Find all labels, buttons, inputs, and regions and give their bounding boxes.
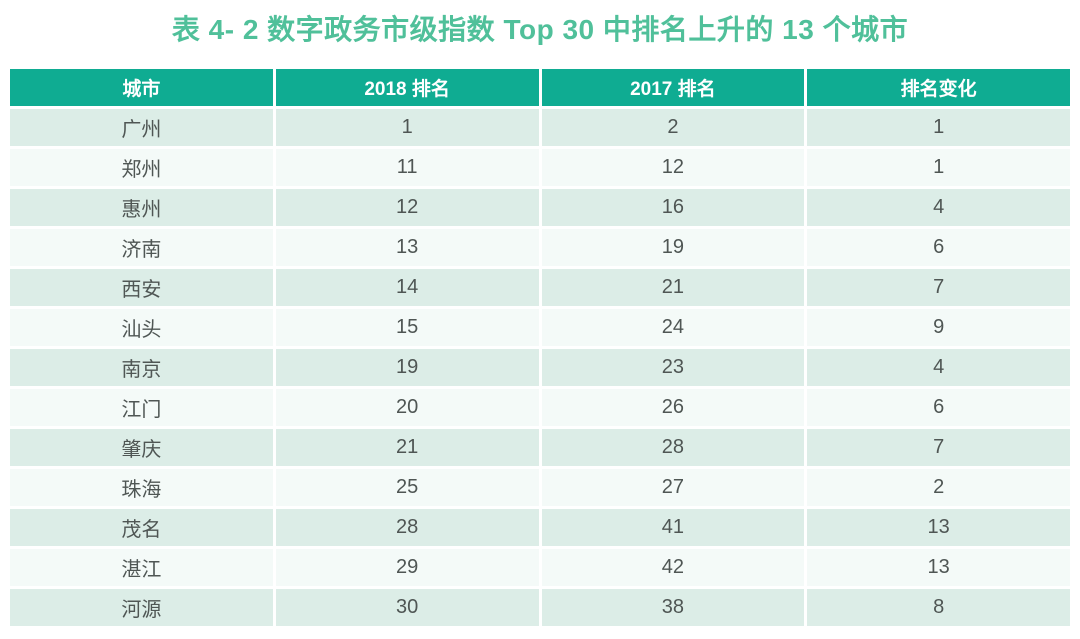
table-row: 惠州 12 16 4 [10,189,1070,226]
city-ranking-table: 城市 2018 排名 2017 排名 排名变化 广州 1 2 1 郑州 11 12 1 惠州 12 16 4… [7,66,1073,629]
rank-cell: 28 [275,509,539,546]
table-row: 珠海 25 27 2 [10,469,1070,506]
rank-cell: 28 [541,429,805,466]
city-cell: 珠海 [10,469,273,506]
rank-cell: 25 [275,469,539,506]
rank-cell: 15 [275,309,539,346]
rank-cell: 38 [541,589,805,626]
rank-cell: 6 [807,389,1070,426]
rank-cell: 6 [807,229,1070,266]
rank-cell: 12 [541,149,805,186]
rank-cell: 4 [807,189,1070,226]
city-cell: 河源 [10,589,273,626]
table-row: 汕头 15 24 9 [10,309,1070,346]
table-row: 西安 14 21 7 [10,269,1070,306]
rank-cell: 16 [541,189,805,226]
city-cell: 西安 [10,269,273,306]
rank-cell: 23 [541,349,805,386]
column-header: 2018 排名 [275,69,539,106]
rank-cell: 2 [541,109,805,146]
table-title: 表 4- 2 数字政务市级指数 Top 30 中排名上升的 13 个城市 [171,14,909,45]
rank-cell: 29 [275,549,539,586]
rank-cell: 21 [541,269,805,306]
table-body: 广州 1 2 1 郑州 11 12 1 惠州 12 16 4 济南 13 19 6 西安 14 21 7 汕头 15 24 9… [10,109,1070,626]
rank-cell: 27 [541,469,805,506]
rank-cell: 30 [275,589,539,626]
rank-cell: 7 [807,429,1070,466]
rank-cell: 13 [807,549,1070,586]
rank-cell: 19 [541,229,805,266]
table-row: 湛江 29 42 13 [10,549,1070,586]
rank-cell: 2 [807,469,1070,506]
header-row: 城市 2018 排名 2017 排名 排名变化 [10,69,1070,106]
rank-cell: 24 [541,309,805,346]
rank-cell: 12 [275,189,539,226]
table-row: 江门 20 26 6 [10,389,1070,426]
table-row: 郑州 11 12 1 [10,149,1070,186]
table-row: 广州 1 2 1 [10,109,1070,146]
city-cell: 济南 [10,229,273,266]
city-cell: 汕头 [10,309,273,346]
rank-cell: 13 [275,229,539,266]
table-row: 肇庆 21 28 7 [10,429,1070,466]
city-cell: 南京 [10,349,273,386]
rank-cell: 14 [275,269,539,306]
rank-cell: 9 [807,309,1070,346]
rank-cell: 26 [541,389,805,426]
city-cell: 江门 [10,389,273,426]
city-cell: 广州 [10,109,273,146]
city-cell: 湛江 [10,549,273,586]
rank-cell: 7 [807,269,1070,306]
rank-cell: 41 [541,509,805,546]
column-header: 排名变化 [807,69,1070,106]
rank-cell: 1 [807,109,1070,146]
rank-cell: 4 [807,349,1070,386]
city-cell: 惠州 [10,189,273,226]
column-header: 2017 排名 [541,69,805,106]
rank-cell: 1 [275,109,539,146]
table-row: 南京 19 23 4 [10,349,1070,386]
city-cell: 茂名 [10,509,273,546]
rank-cell: 20 [275,389,539,426]
rank-cell: 11 [275,149,539,186]
table-row: 茂名 28 41 13 [10,509,1070,546]
table-row: 河源 30 38 8 [10,589,1070,626]
rank-cell: 42 [541,549,805,586]
rank-cell: 8 [807,589,1070,626]
rank-cell: 13 [807,509,1070,546]
rank-cell: 19 [275,349,539,386]
column-header: 城市 [10,69,273,106]
rank-cell: 1 [807,149,1070,186]
table-row: 济南 13 19 6 [10,229,1070,266]
table-header: 城市 2018 排名 2017 排名 排名变化 [10,69,1070,106]
city-cell: 肇庆 [10,429,273,466]
rank-cell: 21 [275,429,539,466]
city-cell: 郑州 [10,149,273,186]
